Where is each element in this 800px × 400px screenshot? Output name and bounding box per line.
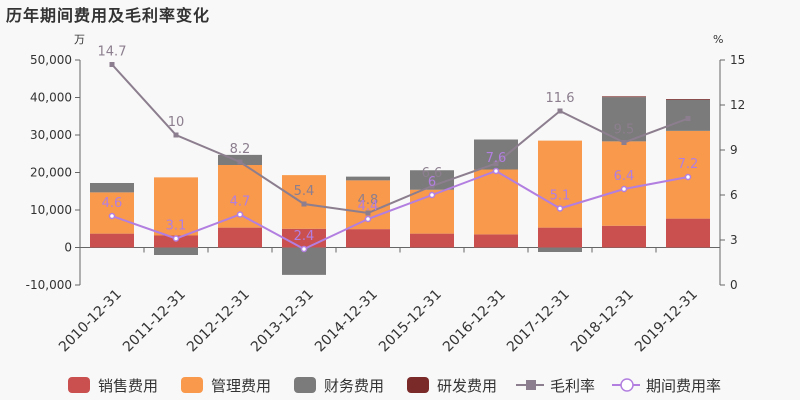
- bar-财务费用: [410, 170, 454, 190]
- data-label-期间费用率: 7.2: [678, 157, 699, 172]
- y-left-unit: 万: [74, 33, 85, 46]
- data-label-期间费用率: 7.6: [486, 151, 507, 166]
- point-期间费用率: [556, 205, 564, 212]
- point-毛利率: [429, 183, 435, 189]
- y-left-tick-label: 50,000: [30, 53, 72, 67]
- bar-财务费用: [666, 99, 710, 131]
- bar-销售费用: [538, 227, 582, 248]
- bar-销售费用: [410, 233, 454, 248]
- bar-管理费用: [602, 141, 646, 226]
- legend-label-财务费用: 财务费用: [324, 377, 384, 395]
- y-left-tick-label: 0: [64, 241, 72, 255]
- data-label-毛利率: 6.6: [422, 166, 443, 181]
- y-left-tick-label: 30,000: [30, 128, 72, 142]
- data-label-期间费用率: 4.7: [230, 195, 251, 210]
- y-right-tick-label: 12: [730, 98, 745, 112]
- y-right-tick-label: 15: [730, 53, 745, 67]
- line-期间费用率: [111, 169, 689, 251]
- point-毛利率: [173, 132, 179, 138]
- data-label-毛利率: 10: [168, 115, 185, 130]
- data-label-期间费用率: 4.6: [102, 196, 123, 211]
- x-tick-label: 2013-12-31: [248, 287, 317, 356]
- data-label-毛利率: 8.2: [230, 142, 251, 157]
- point-期间费用率: [300, 245, 308, 253]
- data-label-期间费用率: 4.4: [358, 199, 379, 214]
- bar-销售费用: [346, 229, 390, 248]
- data-label-期间费用率: 6: [428, 175, 436, 190]
- data-label-毛利率: 9.5: [614, 123, 635, 138]
- y-right-tick-label: 6: [730, 188, 738, 202]
- bar-销售费用: [602, 225, 646, 248]
- x-tick-label: 2018-12-31: [568, 287, 637, 356]
- bar-销售费用: [90, 233, 134, 248]
- legend-marker-毛利率: [526, 380, 536, 390]
- bar-研发费用: [666, 99, 710, 100]
- bar-财务费用: [90, 183, 134, 193]
- point-毛利率: [237, 159, 243, 165]
- point-期间费用率: [108, 212, 116, 220]
- x-tick-label: 2011-12-31: [120, 287, 189, 356]
- data-label-期间费用率: 5.1: [550, 189, 571, 204]
- data-label-毛利率: 14.7: [98, 45, 127, 60]
- point-毛利率: [365, 210, 371, 216]
- point-期间费用率: [684, 173, 692, 181]
- x-tick-label: 2010-12-31: [56, 287, 125, 356]
- point-毛利率: [621, 140, 627, 145]
- bar-销售费用: [474, 234, 518, 248]
- y-left-tick-label: 10,000: [30, 203, 72, 217]
- bar-财务费用: [538, 247, 582, 252]
- bar-管理费用: [154, 177, 198, 236]
- point-毛利率: [301, 201, 307, 207]
- y-right-unit: %: [713, 33, 723, 46]
- line-毛利率: [111, 63, 689, 215]
- data-label-期间费用率: 3.1: [166, 219, 187, 234]
- legend-swatch-管理费用: [181, 377, 203, 393]
- legend-label-销售费用: 销售费用: [98, 377, 158, 395]
- x-tick-label: 2016-12-31: [440, 287, 509, 356]
- y-right-tick-label: 0: [730, 278, 738, 292]
- chart-title: 历年期间费用及毛利率变化: [6, 6, 211, 25]
- point-期间费用率: [364, 215, 372, 223]
- point-期间费用率: [492, 167, 500, 175]
- x-tick-label: 2019-12-31: [632, 287, 701, 356]
- legend-swatch-销售费用: [68, 377, 90, 393]
- point-毛利率: [685, 116, 691, 121]
- x-tick-label: 2015-12-31: [376, 287, 445, 356]
- point-毛利率: [109, 62, 115, 67]
- point-毛利率: [493, 161, 499, 166]
- y-left-tick-label: 20,000: [30, 166, 72, 180]
- bar-销售费用: [666, 218, 710, 248]
- point-期间费用率: [428, 191, 436, 199]
- y-left-tick-label: -10,000: [26, 278, 72, 292]
- legend-label-研发费用: 研发费用: [437, 377, 497, 395]
- x-tick-label: 2014-12-31: [312, 287, 381, 356]
- bar-管理费用: [538, 140, 582, 228]
- x-tick-label: 2012-12-31: [184, 287, 253, 356]
- x-tick-label: 2017-12-31: [504, 287, 573, 356]
- legend-label-毛利率: 毛利率: [550, 377, 595, 395]
- legend-label-期间费用率: 期间费用率: [646, 377, 721, 395]
- bar-财务费用: [346, 176, 390, 181]
- data-label-期间费用率: 6.4: [614, 169, 635, 184]
- bar-销售费用: [218, 227, 262, 248]
- legend-marker-期间费用率: [620, 378, 634, 392]
- data-label-毛利率: 11.6: [546, 91, 575, 106]
- y-right-tick-label: 3: [730, 233, 738, 247]
- point-毛利率: [557, 108, 563, 114]
- point-期间费用率: [172, 235, 180, 242]
- legend-swatch-研发费用: [407, 377, 429, 393]
- bar-财务费用: [602, 97, 646, 142]
- y-left-tick-label: 40,000: [30, 91, 72, 105]
- y-right-tick-label: 9: [730, 143, 738, 157]
- bar-财务费用: [154, 247, 198, 255]
- point-期间费用率: [620, 185, 628, 193]
- point-期间费用率: [236, 211, 244, 218]
- legend-swatch-财务费用: [294, 377, 316, 393]
- bar-研发费用: [602, 96, 646, 98]
- data-label-期间费用率: 2.4: [294, 229, 315, 244]
- data-label-毛利率: 5.4: [294, 184, 315, 199]
- legend-label-管理费用: 管理费用: [211, 377, 271, 395]
- data-label-毛利率: 4.8: [358, 193, 379, 208]
